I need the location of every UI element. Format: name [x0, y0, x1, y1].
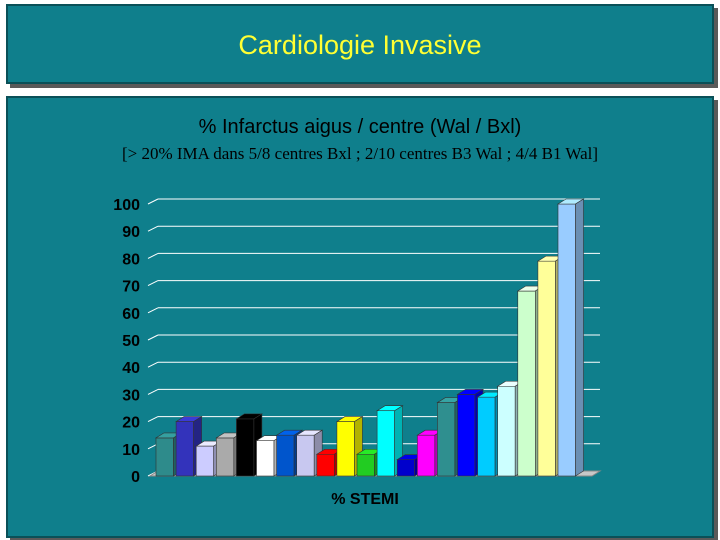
tick-mark: [147, 361, 159, 368]
y-tick-label: 70: [122, 279, 140, 296]
bars: [154, 198, 585, 477]
bar-front: [497, 385, 516, 477]
bar: [556, 198, 585, 477]
bar: [335, 416, 364, 477]
bar-front: [437, 402, 456, 477]
y-tick-label: 40: [122, 360, 140, 377]
bar-chart: 0 10 20 30 40 50 60 70 80 90 100 % STEMI: [113, 197, 602, 508]
bar-front: [336, 421, 355, 477]
bar-front: [396, 459, 416, 477]
bar-front: [376, 410, 395, 477]
y-tick-label: 0: [131, 469, 140, 486]
tick-mark: [147, 307, 159, 314]
bar-front: [517, 290, 536, 477]
bar-front: [175, 421, 194, 477]
x-axis-label: % STEMI: [331, 491, 399, 508]
title-panel: Cardiologie Invasive: [6, 4, 714, 84]
bar-front: [416, 434, 436, 477]
y-tick-label: 100: [113, 197, 140, 214]
chart-subtitle: [> 20% IMA dans 5/8 centres Bxl ; 2/10 c…: [121, 144, 599, 163]
y-tick-label: 50: [122, 333, 140, 350]
bar-front: [477, 396, 496, 477]
y-tick-label: 80: [122, 251, 140, 268]
tick-mark: [147, 198, 159, 205]
slide-title: Cardiologie Invasive: [238, 30, 482, 60]
bar-front: [316, 453, 335, 477]
bar-side: [575, 198, 584, 477]
tick-mark: [147, 334, 159, 341]
bar-front: [256, 440, 275, 477]
bar: [376, 405, 404, 477]
tick-mark: [147, 225, 159, 232]
bar-front: [236, 418, 255, 477]
y-tick-label: 30: [122, 387, 140, 404]
chart-title: % Infarctus aigus / centre (Wal / Bxl): [198, 116, 522, 138]
bar-front: [537, 260, 556, 477]
bar-front: [155, 437, 174, 477]
bar: [255, 435, 284, 477]
y-tick-label: 10: [122, 442, 140, 459]
bar-front: [276, 434, 295, 477]
bar-front: [195, 445, 214, 477]
bar-front: [557, 203, 576, 477]
y-tick-label: 90: [122, 224, 140, 241]
bar-front: [296, 434, 315, 477]
tick-mark: [147, 252, 159, 259]
bar-front: [216, 437, 235, 477]
tick-mark: [147, 416, 159, 423]
tick-mark: [147, 388, 159, 395]
y-tick-label: 60: [122, 306, 140, 323]
tick-mark: [147, 280, 159, 287]
y-tick-label: 20: [122, 415, 140, 432]
bar-front: [457, 394, 476, 477]
bar-front: [356, 453, 375, 477]
chart-panel: % Infarctus aigus / centre (Wal / Bxl) […: [6, 96, 714, 538]
